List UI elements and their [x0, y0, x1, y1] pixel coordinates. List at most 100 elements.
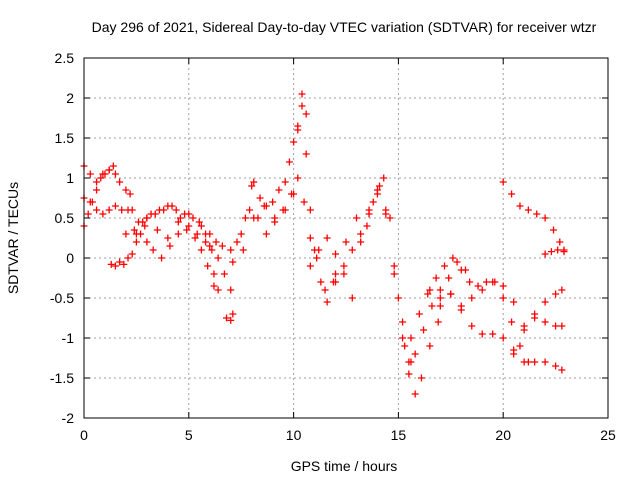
data-point — [317, 278, 325, 286]
data-point — [516, 342, 524, 350]
data-point — [124, 254, 132, 262]
data-point — [281, 206, 289, 214]
data-point — [185, 210, 193, 218]
data-point — [202, 230, 210, 238]
data-point — [229, 258, 237, 266]
data-point — [447, 290, 455, 298]
data-point — [153, 226, 161, 234]
data-point — [541, 318, 549, 326]
data-point — [342, 238, 350, 246]
data-point — [399, 318, 407, 326]
series-track-m — [306, 174, 415, 366]
data-point — [210, 270, 218, 278]
data-point — [168, 202, 176, 210]
x-tick-label: 15 — [391, 427, 407, 443]
data-point — [111, 170, 119, 178]
data-point — [206, 242, 214, 250]
data-point — [166, 242, 174, 250]
data-point — [541, 358, 549, 366]
data-point — [134, 218, 142, 226]
data-point — [160, 206, 168, 214]
data-point — [390, 270, 398, 278]
series-track-o — [332, 190, 469, 366]
data-point — [369, 198, 377, 206]
data-point — [149, 246, 157, 254]
data-point — [241, 214, 249, 222]
data-point — [130, 226, 138, 234]
series-track-c — [80, 162, 117, 230]
data-point — [332, 278, 340, 286]
data-point — [363, 222, 371, 230]
x-axis-label: GPS time / hours — [291, 458, 398, 474]
y-tick-label: 1 — [66, 170, 74, 186]
data-point — [436, 294, 444, 302]
series-track-f — [134, 202, 235, 294]
data-point — [380, 174, 388, 182]
data-point — [229, 310, 237, 318]
y-tick-label: 2.5 — [55, 50, 75, 66]
data-point — [233, 238, 241, 246]
data-point — [172, 206, 180, 214]
data-point — [111, 202, 119, 210]
data-point — [407, 334, 415, 342]
data-point — [214, 254, 222, 262]
data-point — [520, 326, 528, 334]
data-point — [508, 318, 516, 326]
data-point — [294, 174, 302, 182]
data-point — [558, 286, 566, 294]
y-axis-label: SDTVAR / TECUs — [5, 182, 21, 294]
data-point — [420, 326, 428, 334]
series-track-k — [233, 174, 321, 262]
data-point — [340, 270, 348, 278]
data-point — [478, 330, 486, 338]
data-point — [457, 266, 465, 274]
data-point — [405, 358, 413, 366]
data-point — [552, 322, 560, 330]
data-point — [541, 214, 549, 222]
data-point — [109, 162, 117, 170]
data-point — [426, 342, 434, 350]
data-point — [415, 310, 423, 318]
data-point — [271, 214, 279, 222]
data-point — [357, 230, 365, 238]
data-point — [552, 290, 560, 298]
data-point — [141, 222, 149, 230]
series-track-i — [223, 310, 237, 324]
y-tick-label: 2 — [66, 90, 74, 106]
data-point — [348, 246, 356, 254]
data-point — [474, 282, 482, 290]
data-point — [250, 178, 258, 186]
series-track-l — [239, 90, 337, 306]
data-point — [101, 170, 109, 178]
data-point — [84, 210, 92, 218]
series-track-h — [149, 226, 218, 290]
data-point — [306, 262, 314, 270]
data-point — [436, 302, 444, 310]
data-point — [223, 314, 231, 322]
series-track-g — [132, 210, 222, 294]
data-point — [93, 206, 101, 214]
data-point — [315, 246, 323, 254]
data-point — [373, 190, 381, 198]
data-point — [183, 226, 191, 234]
chart-title: Day 296 of 2021, Sidereal Day-to-day VTE… — [92, 19, 597, 35]
data-point — [111, 262, 119, 270]
data-point — [323, 298, 331, 306]
data-point — [97, 174, 105, 182]
data-point — [520, 358, 528, 366]
data-point — [411, 350, 419, 358]
data-point — [260, 202, 268, 210]
series-track-u — [541, 246, 568, 258]
data-point — [489, 330, 497, 338]
data-point — [516, 202, 524, 210]
data-point — [239, 246, 247, 254]
data-point — [499, 282, 507, 290]
data-point — [208, 246, 216, 254]
plot-frame — [83, 57, 609, 419]
data-point — [120, 260, 128, 268]
data-point — [300, 198, 308, 206]
data-point — [132, 238, 140, 246]
y-tick-label: -1 — [62, 330, 75, 346]
data-point — [88, 198, 96, 206]
